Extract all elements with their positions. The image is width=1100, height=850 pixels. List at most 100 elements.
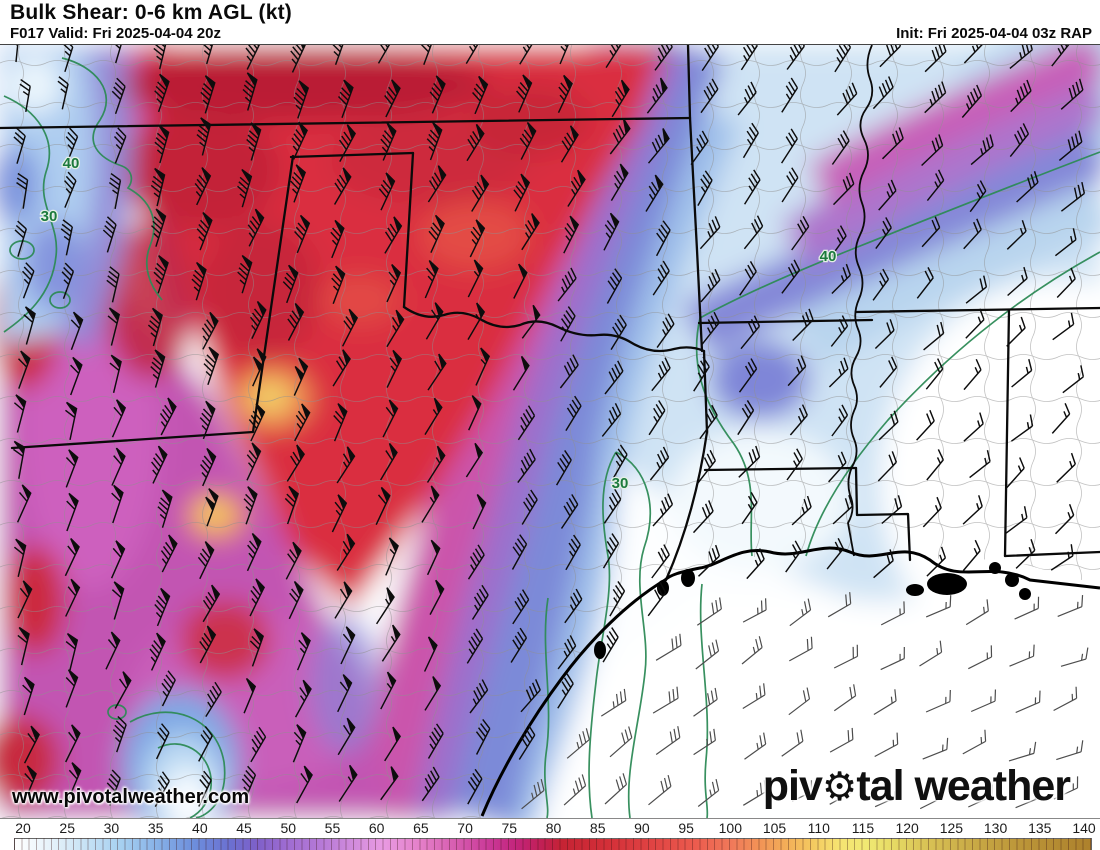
wind-barb — [333, 167, 352, 205]
wind-barb — [14, 220, 27, 257]
wind-barb — [290, 164, 307, 203]
init-time: Init: Fri 2025-04-04 03z RAP — [896, 25, 1092, 42]
colorbar-tick: 35 — [147, 820, 164, 836]
colorbar-tick: 55 — [324, 820, 341, 836]
wind-barb — [834, 45, 852, 73]
wind-barb — [472, 75, 489, 115]
wind-barb — [651, 544, 670, 579]
wind-barb — [427, 723, 444, 759]
wind-barb — [159, 397, 177, 436]
wind-barb — [519, 121, 537, 160]
wind-barb — [741, 492, 758, 525]
wind-barb — [242, 72, 258, 111]
wind-barb — [606, 268, 623, 304]
wind-barb — [922, 737, 949, 760]
wind-barb — [337, 674, 353, 713]
wind-barb — [380, 671, 397, 710]
wind-barb — [565, 534, 581, 571]
wind-barb — [426, 121, 443, 161]
wind-barb — [112, 716, 127, 753]
wind-barb — [600, 688, 627, 717]
wind-barb — [1007, 266, 1028, 297]
wind-barb — [111, 399, 127, 438]
wind-barb — [603, 212, 620, 251]
wind-barb — [836, 82, 858, 116]
wind-barb — [965, 275, 988, 304]
wind-barb — [1010, 414, 1034, 442]
wind-barb — [789, 636, 813, 662]
wind-barb — [700, 78, 719, 114]
wind-barb — [557, 74, 573, 114]
wind-barb — [338, 764, 358, 802]
wind-barb — [465, 442, 484, 478]
wind-barb — [467, 544, 485, 580]
wind-barb — [334, 581, 353, 619]
wind-barb — [926, 546, 947, 577]
wind-barb — [609, 726, 633, 758]
wind-barb — [738, 358, 758, 393]
wind-barb — [919, 640, 943, 667]
contour-label: 30 — [41, 208, 58, 225]
wind-barb — [1053, 776, 1079, 800]
wind-barb — [16, 172, 29, 209]
colorbar-tick: 85 — [589, 820, 606, 836]
wind-barb — [465, 45, 484, 64]
wind-barb — [563, 774, 587, 806]
wind-barb — [17, 350, 31, 389]
wind-barb — [832, 495, 853, 525]
wind-barb — [611, 444, 628, 480]
wind-barb — [467, 302, 486, 340]
wind-barb — [384, 216, 403, 254]
wind-barb — [699, 216, 721, 250]
wind-barb — [22, 676, 35, 716]
wind-barb — [296, 632, 311, 671]
wind-barb — [16, 484, 32, 523]
wind-barb — [246, 122, 262, 161]
wind-barb — [111, 77, 126, 115]
wind-barb — [652, 493, 674, 527]
wind-barb — [921, 134, 944, 167]
wind-barb — [291, 121, 308, 160]
wind-barb — [922, 496, 942, 528]
wind-barb — [829, 727, 854, 753]
wind-barb — [1058, 130, 1083, 161]
wind-barb — [1054, 504, 1075, 535]
colorbar-ticks: 20 25 30 35 40 45 50 55 60 65 70 75 80 85 90 95 100 105 11… — [0, 820, 1100, 836]
wind-barb — [699, 404, 718, 440]
wind-barb — [739, 261, 757, 296]
wind-barb — [740, 315, 761, 350]
wind-barb — [655, 220, 671, 257]
colorbar-strip — [14, 838, 1092, 850]
wind-barb — [65, 724, 81, 763]
wind-barb — [695, 639, 720, 670]
wind-barb — [1009, 45, 1033, 69]
wind-barb — [61, 262, 75, 299]
wind-barb — [516, 74, 533, 113]
contour-lines-layer — [3, 57, 1100, 818]
colorbar-tick: 100 — [718, 820, 743, 836]
wind-barb — [468, 395, 482, 431]
wind-barb — [147, 307, 163, 347]
wind-barb — [1005, 506, 1028, 534]
wind-barb — [648, 774, 672, 806]
wind-barb — [697, 170, 713, 206]
wind-barb — [521, 304, 541, 339]
wind-barb — [243, 486, 258, 525]
wind-barb — [963, 45, 986, 64]
wind-barb — [609, 118, 631, 155]
wind-barb — [926, 449, 944, 481]
wind-barb — [781, 259, 801, 294]
wind-barb — [513, 173, 531, 212]
wind-barb — [106, 266, 120, 303]
wind-barb — [1060, 647, 1089, 667]
wind-barb — [161, 670, 176, 707]
wind-barb — [282, 264, 299, 304]
wind-barb — [380, 122, 397, 161]
wind-barb — [427, 353, 447, 391]
wind-barb — [655, 633, 682, 661]
wind-barb — [150, 167, 166, 207]
wind-barb — [1056, 452, 1076, 483]
wind-barb — [924, 45, 947, 73]
wind-barb — [201, 45, 217, 65]
